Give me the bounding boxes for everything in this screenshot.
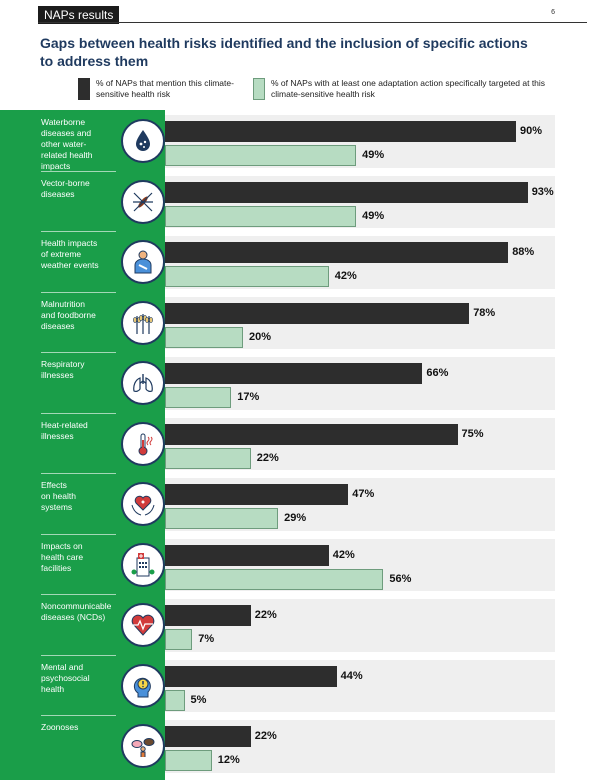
- value-label-mention: 47%: [352, 488, 375, 500]
- value-label-action: 22%: [256, 451, 279, 464]
- lungs-icon: [121, 361, 165, 405]
- value-label-action: 49%: [362, 149, 385, 161]
- bar-mention: [165, 363, 423, 384]
- value-label-action: 7%: [198, 633, 215, 645]
- row-separator: [41, 231, 116, 232]
- row-separator: [41, 594, 116, 595]
- row-separator: [41, 715, 116, 716]
- row-separator: [41, 170, 116, 172]
- category-label: Malnutrition and foodborne diseases: [41, 298, 96, 331]
- wheat-icon: [121, 300, 165, 345]
- value-label-action: 17%: [237, 391, 260, 403]
- value-label-mention: 44%: [340, 669, 363, 682]
- bar-mention: [165, 302, 470, 324]
- value-label-action: 42%: [334, 270, 357, 282]
- animals-icon: [121, 724, 165, 768]
- category-label: Heat-related illnesses: [41, 419, 88, 441]
- bar-action: [165, 750, 212, 771]
- category-label: Noncommunicable diseases (NCDs): [41, 601, 112, 622]
- hospital-icon: [121, 542, 165, 587]
- bar-action: [165, 447, 251, 469]
- head-exclamation-icon: [121, 663, 165, 708]
- category-label: Impacts on health care facilities: [41, 540, 84, 573]
- legend-label-mention: % of NAPs that mention this climate-sens…: [96, 78, 234, 99]
- value-label-action: 20%: [249, 330, 272, 343]
- thermometer-icon: [121, 421, 165, 466]
- category-label: Health impacts of extreme weather events: [41, 238, 99, 270]
- legend-swatch-dark: [78, 78, 90, 100]
- legend-item-action: % of NAPs with at least one adaptation a…: [253, 78, 553, 100]
- value-label-mention: 75%: [461, 427, 484, 440]
- value-label-mention: 90%: [520, 125, 543, 137]
- value-label-mention: 42%: [332, 548, 355, 561]
- value-label-mention: 88%: [512, 246, 535, 258]
- bar-mention: [165, 121, 516, 142]
- value-label-action: 49%: [362, 209, 385, 222]
- bar-action: [165, 326, 243, 348]
- row-separator: [41, 352, 116, 353]
- person-sling-icon: [121, 240, 165, 284]
- heart-pulse-icon: [121, 603, 165, 647]
- bar-mention: [165, 181, 528, 203]
- value-label-mention: 93%: [531, 185, 554, 198]
- value-label-mention: 22%: [254, 730, 277, 742]
- legend-item-mention: % of NAPs that mention this climate-sens…: [78, 78, 258, 100]
- bar-action: [165, 629, 193, 650]
- bar-action: [165, 387, 232, 408]
- row-separator: [41, 473, 116, 474]
- bar-mention: [165, 605, 251, 626]
- legend-swatch-light: [253, 78, 265, 100]
- bar-action: [165, 205, 357, 227]
- bar-action: [165, 568, 384, 590]
- row-separator: [41, 291, 116, 293]
- category-label: Vector-borne diseases: [41, 177, 90, 199]
- mosquito-icon: [121, 179, 165, 224]
- category-label: Waterborne diseases and other water-relate…: [41, 117, 93, 171]
- water-drop-icon: [121, 119, 165, 163]
- row-separator: [41, 533, 116, 535]
- value-label-mention: 78%: [473, 306, 496, 319]
- bar-mention: [165, 544, 329, 566]
- value-label-mention: 22%: [254, 609, 277, 621]
- bar-action: [165, 508, 279, 529]
- category-label: Zoonoses: [41, 722, 79, 732]
- value-label-action: 56%: [389, 572, 412, 585]
- section-tag: NAPs results: [38, 6, 120, 24]
- bar-mention: [165, 665, 337, 687]
- bar-action: [165, 689, 185, 711]
- bar-mention: [165, 726, 251, 747]
- value-label-mention: 66%: [426, 367, 449, 379]
- category-label: Mental and psychosocial health: [41, 661, 90, 694]
- bar-action: [165, 266, 329, 287]
- row-separator: [41, 412, 116, 414]
- chart-title: Gaps between health risks identified and…: [40, 35, 528, 69]
- page-number: 6: [551, 9, 555, 16]
- value-label-action: 12%: [217, 754, 240, 766]
- header-rule: [38, 22, 587, 23]
- bar-mention: [165, 423, 458, 445]
- legend-label-action: % of NAPs with at least one adaptation a…: [271, 78, 546, 99]
- bar-action: [165, 145, 357, 166]
- bar-mention: [165, 484, 349, 505]
- bar-mention: [165, 242, 509, 263]
- row-separator: [41, 654, 116, 656]
- category-label: Respiratory illnesses: [41, 359, 85, 380]
- category-label: Effects on health systems: [41, 480, 76, 512]
- heart-hands-icon: [121, 482, 165, 526]
- value-label-action: 29%: [284, 512, 307, 524]
- value-label-action: 5%: [190, 693, 207, 706]
